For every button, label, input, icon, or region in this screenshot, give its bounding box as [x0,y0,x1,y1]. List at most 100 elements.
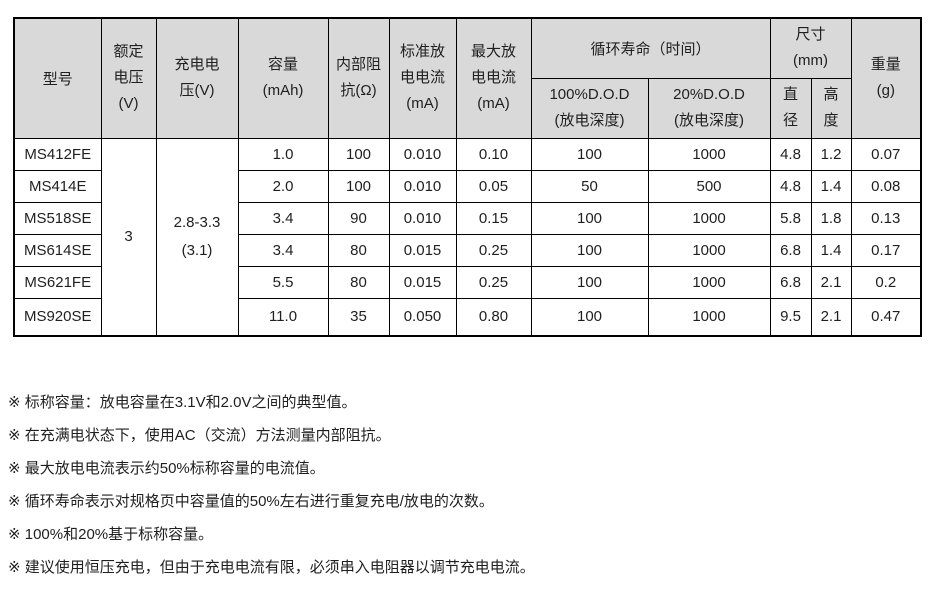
footnote: ※ 最大放电电流表示约50%标称容量的电流值。 [8,460,325,477]
header-line: 高 [823,86,839,103]
header-line: 20%D.O.D [673,86,745,103]
rated-voltage-cell: 3 [100,137,157,337]
max-discharge-cell: 0.15 [455,201,532,235]
weight-cell: 0.17 [850,233,922,267]
col-header-charge-voltage: 充电电 压(V) [155,17,239,139]
footnote: ※ 在充满电状态下，使用AC（交流）方法测量内部阻抗。 [8,427,391,444]
header-line: (mA) [477,95,510,113]
capacity-cell: 3.4 [237,201,329,235]
impedance-cell: 100 [327,169,390,203]
diameter-cell: 6.8 [769,233,812,267]
std-discharge-cell: 0.050 [388,297,457,337]
header-line: (放电深度) [554,112,625,129]
col-header-model: 型号 [13,17,102,139]
header-line: 电电流 [399,69,445,87]
model-cell: MS412FE [13,137,102,171]
capacity-cell: 3.4 [237,233,329,267]
model-cell: MS621FE [13,265,102,299]
header-line: 100%D.O.D [549,86,630,103]
capacity-cell: 2.0 [237,169,329,203]
height-cell: 1.8 [810,201,852,235]
header-line: 抗(Ω) [340,82,377,100]
charge-voltage-line: 2.8-3.3 [173,213,221,231]
footnote: ※ 循环寿命表示对规格页中容量值的50%左右进行重复充电/放电的次数。 [8,493,494,510]
header-line: 充电电 [174,56,220,74]
col-header-dod20: 20%D.O.D (放电深度) [647,77,771,139]
table-body: MS412FE 3 2.8-3.3 (3.1) 1.0 100 0.010 0.… [13,137,922,337]
battery-spec-table: 型号 额定 电压 (V) 充电电 压(V) 容量 (mAh) 内部阻 抗(Ω) … [13,17,923,337]
dod20-cell: 1000 [647,297,771,337]
col-header-max-discharge: 最大放 电电流 (mA) [455,17,532,139]
dod100-cell: 100 [530,233,649,267]
col-header-diameter: 直 径 [769,77,812,139]
col-header-cycle-life: 循环寿命（时间） [530,17,771,79]
col-header-rated-voltage: 额定 电压 (V) [100,17,157,139]
header-line: 最大放 [470,43,516,61]
diameter-cell: 6.8 [769,265,812,299]
page: { "table": { "header": { "model": "型号", … [8,17,923,576]
header-line: 度 [823,112,839,129]
max-discharge-cell: 0.25 [455,233,532,267]
capacity-cell: 5.5 [237,265,329,299]
impedance-cell: 80 [327,233,390,267]
header-line: (V) [118,95,139,113]
std-discharge-cell: 0.010 [388,137,457,171]
diameter-cell: 4.8 [769,169,812,203]
table-row: MS412FE 3 2.8-3.3 (3.1) 1.0 100 0.010 0.… [13,137,922,337]
header-line: 径 [783,112,799,129]
dod100-cell: 100 [530,265,649,299]
header-line: 额定 [113,43,144,61]
dod20-cell: 1000 [647,137,771,171]
impedance-cell: 35 [327,297,390,337]
col-header-std-discharge: 标准放 电电流 (mA) [388,17,457,139]
dod20-cell: 1000 [647,233,771,267]
std-discharge-cell: 0.010 [388,169,457,203]
height-cell: 1.2 [810,137,852,171]
col-header-height: 高 度 [810,77,852,139]
weight-cell: 0.47 [850,297,922,337]
diameter-cell: 9.5 [769,297,812,337]
col-header-dod100: 100%D.O.D (放电深度) [530,77,649,139]
std-discharge-cell: 0.015 [388,233,457,267]
col-header-impedance: 内部阻 抗(Ω) [327,17,390,139]
capacity-cell: 11.0 [237,297,329,337]
diameter-cell: 5.8 [769,201,812,235]
max-discharge-cell: 0.10 [455,137,532,171]
dod20-cell: 500 [647,169,771,203]
header-line: 电压 [113,69,144,87]
impedance-cell: 80 [327,265,390,299]
model-cell: MS414E [13,169,102,203]
height-cell: 1.4 [810,233,852,267]
height-cell: 2.1 [810,265,852,299]
model-cell: MS518SE [13,201,102,235]
dod20-cell: 1000 [647,265,771,299]
charge-voltage-cell: 2.8-3.3 (3.1) [155,137,239,337]
header-line: (mAh) [262,82,304,100]
weight-cell: 0.2 [850,265,922,299]
std-discharge-cell: 0.010 [388,201,457,235]
header-line: (g) [876,82,895,100]
header-line: 重量 [870,56,901,74]
header-line: 电电流 [470,69,516,87]
header-line: 尺寸 [795,26,826,44]
max-discharge-cell: 0.05 [455,169,532,203]
impedance-cell: 100 [327,137,390,171]
charge-voltage-line: (3.1) [181,241,213,259]
header-line: (mA) [406,95,439,113]
header-line: 压(V) [179,82,215,100]
col-header-weight: 重量 (g) [850,17,922,139]
header-line: 直 [783,86,799,103]
header-line: 标准放 [399,43,445,61]
impedance-cell: 90 [327,201,390,235]
dod20-cell: 1000 [647,201,771,235]
header-line: 容量 [267,56,298,74]
col-header-capacity: 容量 (mAh) [237,17,329,139]
capacity-cell: 1.0 [237,137,329,171]
height-cell: 2.1 [810,297,852,337]
table-row: MS518SE 3.4 90 0.010 0.15 100 1000 5.8 1… [13,201,922,235]
model-cell: MS614SE [13,233,102,267]
max-discharge-cell: 0.80 [455,297,532,337]
header-line: 内部阻 [335,56,381,74]
model-cell: MS920SE [13,297,102,337]
footnote: ※ 标称容量：放电容量在3.1V和2.0V之间的典型值。 [8,394,357,411]
